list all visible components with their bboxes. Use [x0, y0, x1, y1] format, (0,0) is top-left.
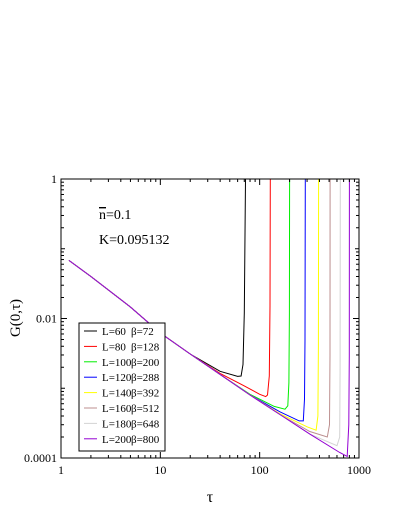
- legend-label-l-3: L=100: [102, 357, 132, 369]
- legend-label-beta-3: β=200: [131, 357, 160, 369]
- annotation-nbar: n =0.1: [99, 208, 131, 223]
- legend-label-beta-6: β=512: [131, 403, 159, 415]
- annotation-k-value: K=0.095132: [99, 233, 170, 248]
- legend-label-l-4: L=120: [102, 372, 132, 384]
- y-tick-label: 0.0001: [24, 451, 57, 465]
- annotation-nbar-value: =0.1: [106, 208, 131, 223]
- x-tick-label: 1000: [347, 463, 371, 477]
- y-tick-label: 1: [51, 172, 57, 186]
- legend-label-beta-7: β=648: [131, 418, 160, 430]
- legend-label-l-1: L=60: [102, 326, 126, 338]
- legend-label-beta-1: β=72: [131, 326, 154, 338]
- y-axis-label: G(0,τ): [8, 299, 24, 337]
- legend-label-l-2: L=80: [102, 341, 126, 353]
- legend: L=60 β=72 L=80 β=128 L=100 β=200 L=120 β=288 L=1…: [78, 322, 166, 452]
- x-tick-label: 1: [58, 463, 64, 477]
- legend-label-beta-4: β=288: [131, 372, 160, 384]
- legend-label-beta-8: β=800: [131, 434, 160, 446]
- legend-label-l-6: L=160: [102, 403, 132, 415]
- legend-label-l-7: L=180: [102, 418, 132, 430]
- x-tick-label: 10: [154, 463, 166, 477]
- legend-label-l-8: L=200: [102, 434, 132, 446]
- annotation-nbar-symbol: n: [99, 208, 106, 223]
- x-tick-label: 100: [251, 463, 269, 477]
- series-layer: [68, 178, 350, 458]
- x-axis-label: τ: [207, 489, 214, 506]
- legend-label-beta-5: β=392: [131, 388, 159, 400]
- legend-label-l-5: L=140: [102, 388, 132, 400]
- axis-ticks: 1 10 100 1000 0.0001 0.01 1: [24, 172, 371, 477]
- y-tick-label: 0.01: [36, 312, 57, 326]
- series-line-8: [68, 178, 350, 458]
- legend-box: [78, 322, 166, 452]
- legend-label-beta-2: β=128: [131, 341, 160, 353]
